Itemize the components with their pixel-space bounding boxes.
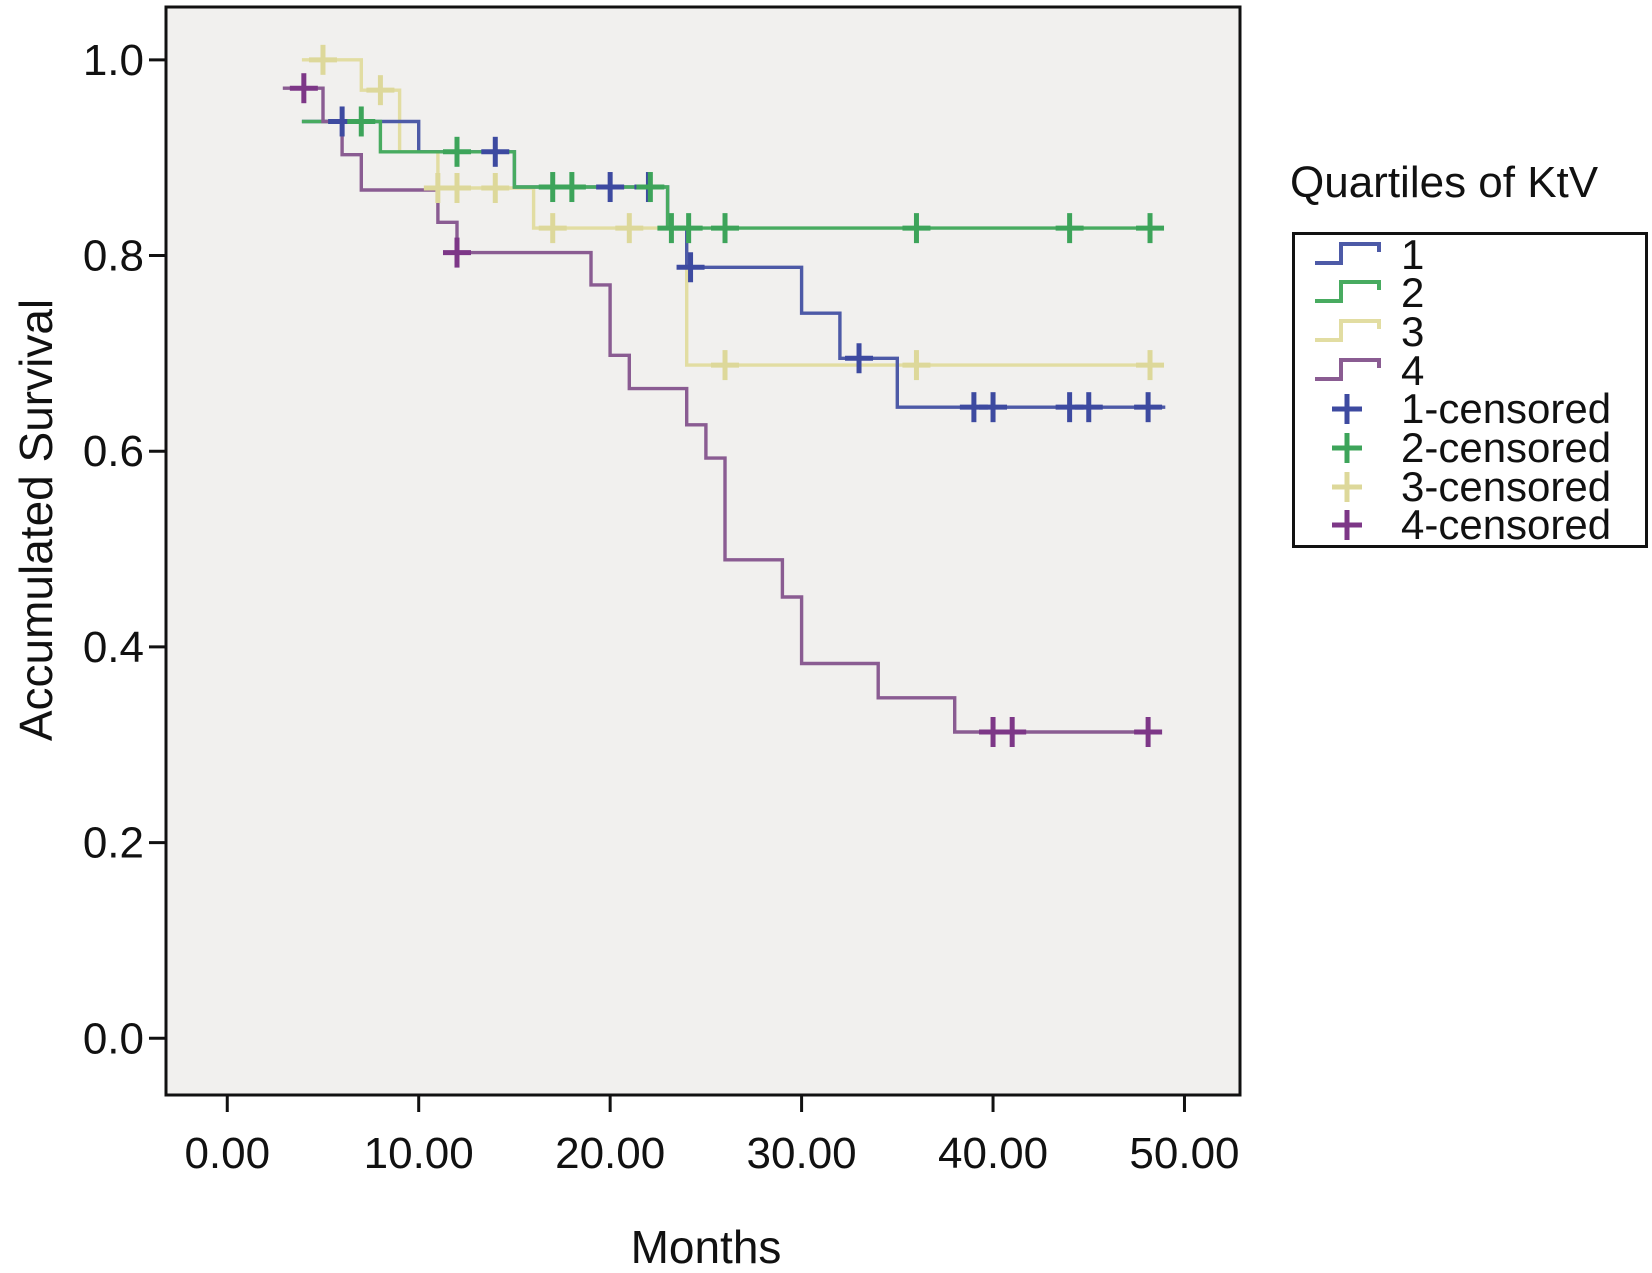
legend-item-2: 2 xyxy=(1295,269,1645,317)
series-4-censor-marks xyxy=(289,73,1163,748)
legend-step-swatch-2 xyxy=(1315,280,1381,304)
legend-censor-marker-4-censored xyxy=(1332,510,1362,541)
legend-item-4-censored: 4-censored xyxy=(1295,501,1645,549)
x-axis: 0.00 10.00 20.00 30.00 40.00 50.00 xyxy=(184,1095,1240,1178)
legend-item-label: 1-censored xyxy=(1401,385,1612,433)
legend-item-label: 4-censored xyxy=(1401,501,1612,549)
x-tick-label: 20.00 xyxy=(555,1129,665,1178)
legend-censor-marker-3-censored xyxy=(1332,471,1362,502)
legend-item-1-censored: 1-censored xyxy=(1295,385,1645,433)
legend-item-4: 4 xyxy=(1295,346,1645,394)
legend-censor-marker-1-censored xyxy=(1332,394,1362,425)
y-tick-label: 1.0 xyxy=(83,36,144,85)
legend-item-label: 4 xyxy=(1401,346,1425,394)
x-tick-label: 0.00 xyxy=(184,1129,270,1178)
y-tick-label: 0.2 xyxy=(83,819,144,868)
series-4-curve xyxy=(282,86,1150,734)
legend-item-label: 3-censored xyxy=(1401,462,1612,510)
legend-item-label: 2-censored xyxy=(1401,423,1612,471)
plot-area xyxy=(164,5,1242,1097)
legend-item-label: 3 xyxy=(1401,307,1425,355)
y-tick-label: 0.8 xyxy=(83,232,144,281)
legend-title: Quartiles of KtV xyxy=(1290,158,1599,207)
legend: 1 2 3 4 1-censored 2-censored 3-censored 4-cens… xyxy=(1292,232,1648,548)
legend-item-label: 1 xyxy=(1401,230,1425,278)
legend-item-3: 3 xyxy=(1295,307,1645,355)
legend-censor-marker-2-censored xyxy=(1332,432,1362,463)
legend-item-2-censored: 2-censored xyxy=(1295,423,1645,471)
legend-item-label: 2 xyxy=(1401,269,1425,317)
legend-item-1: 1 xyxy=(1295,230,1645,278)
legend-step-swatch-4 xyxy=(1315,357,1381,381)
y-axis-title: Accumulated Survival xyxy=(10,298,62,742)
y-tick-label: 0.4 xyxy=(83,623,144,672)
x-tick-label: 40.00 xyxy=(938,1129,1048,1178)
series-2-curve xyxy=(301,119,1154,230)
x-tick-label: 10.00 xyxy=(364,1129,474,1178)
legend-step-swatch-3 xyxy=(1315,318,1381,342)
legend-item-3-censored: 3-censored xyxy=(1295,462,1645,510)
y-axis: 0.0 0.2 0.4 0.6 0.8 1.0 xyxy=(83,36,166,1063)
x-tick-label: 50.00 xyxy=(1129,1129,1239,1178)
series-2-censor-marks xyxy=(347,106,1165,244)
x-axis-title: Months xyxy=(630,1221,782,1273)
y-tick-label: 0.0 xyxy=(83,1014,144,1063)
y-tick-label: 0.6 xyxy=(83,427,144,476)
series-3-censor-marks xyxy=(308,44,1165,381)
legend-step-swatch-1 xyxy=(1315,241,1381,265)
x-tick-label: 30.00 xyxy=(747,1129,857,1178)
